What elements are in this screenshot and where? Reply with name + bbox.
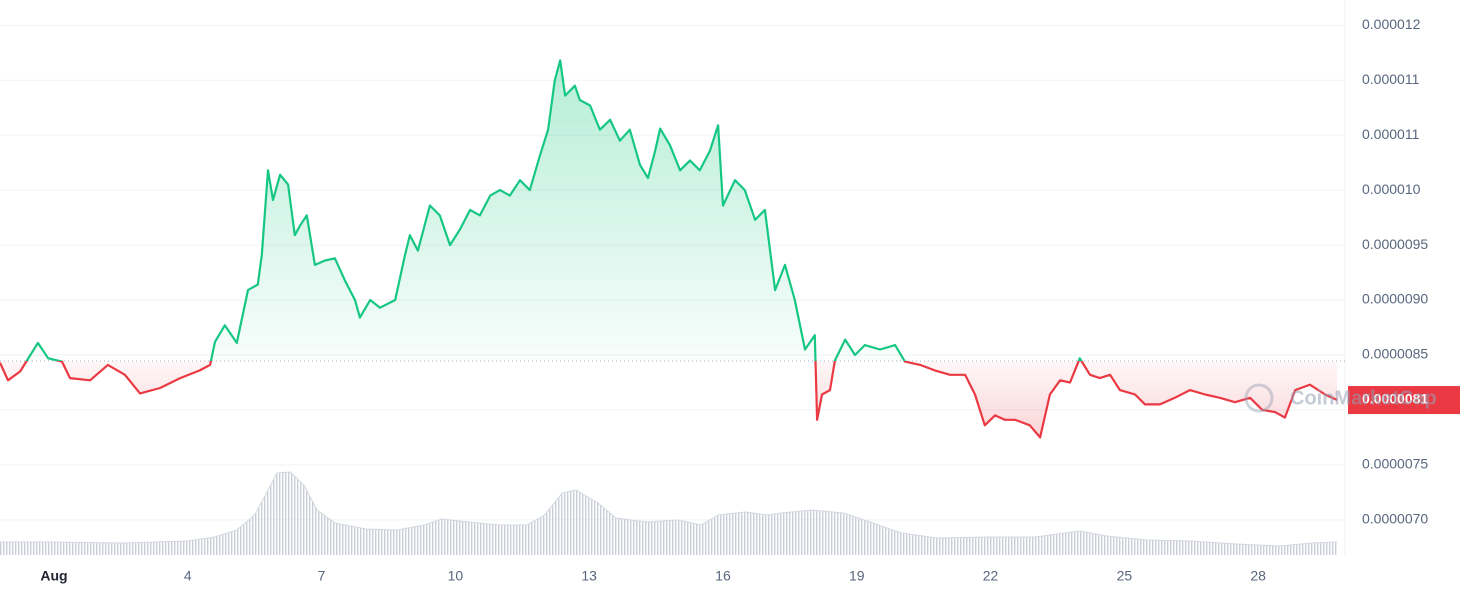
y-tick-label: 0.0000070 bbox=[1362, 511, 1428, 527]
y-tick-label: 0.000012 bbox=[1362, 16, 1421, 32]
x-tick-label: 28 bbox=[1250, 568, 1266, 584]
x-tick-label: 19 bbox=[849, 568, 865, 584]
price-tag-label: 0.0000081 bbox=[1362, 391, 1428, 407]
x-tick-label: 10 bbox=[448, 568, 464, 584]
price-area bbox=[0, 60, 1338, 438]
watermark-logo bbox=[1244, 383, 1274, 413]
x-tick-label: 16 bbox=[715, 568, 731, 584]
y-tick-label: 0.0000095 bbox=[1362, 236, 1428, 252]
x-tick-label: 4 bbox=[184, 568, 192, 584]
y-tick-label: 0.0000075 bbox=[1362, 456, 1428, 472]
y-tick-label: 0.000010 bbox=[1362, 181, 1421, 197]
x-tick-label: 13 bbox=[581, 568, 597, 584]
volume-top bbox=[0, 471, 1338, 547]
price-tag bbox=[1348, 386, 1460, 415]
y-tick-label: 0.0000085 bbox=[1362, 346, 1428, 362]
volume-area bbox=[0, 472, 1338, 555]
x-tick-label: Aug bbox=[40, 568, 67, 584]
y-tick-label: 0.0000090 bbox=[1362, 291, 1428, 307]
price-line bbox=[0, 59, 1338, 439]
y-tick-label: 0.000011 bbox=[1362, 71, 1420, 87]
watermark: CoinMarketCap bbox=[1290, 387, 1437, 409]
price-layer bbox=[0, 59, 1345, 439]
volume-layer bbox=[0, 471, 1338, 555]
labels: 0.00000700.00000750.00000800.00000850.00… bbox=[40, 16, 1460, 584]
x-tick-label: 22 bbox=[983, 568, 999, 584]
x-tick-label: 25 bbox=[1117, 568, 1133, 584]
y-tick-label: 0.000011 bbox=[1362, 126, 1420, 142]
x-tick-label: 7 bbox=[318, 568, 326, 584]
